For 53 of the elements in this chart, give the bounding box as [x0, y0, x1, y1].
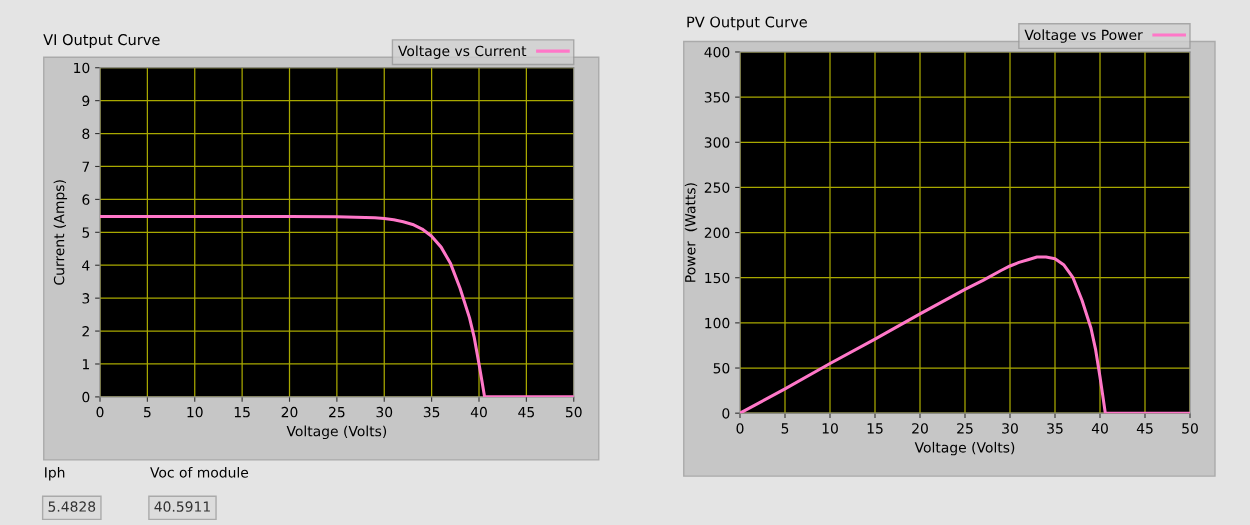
y-tick-label: 5 — [82, 227, 90, 238]
x-tick-label: 0 — [736, 423, 744, 434]
y-tick-label: 400 — [704, 46, 730, 58]
y-tick-label: 350 — [704, 92, 730, 103]
chart-title: PV Output Curve — [687, 16, 807, 31]
legend-label: Voltage vs Current — [398, 45, 527, 59]
text: Iph — [45, 466, 65, 481]
y-tick-label: 1 — [82, 359, 89, 370]
x-tick-label: 50 — [1182, 423, 1198, 434]
y-tick-label: 200 — [704, 227, 730, 239]
x-tick-label: 5 — [144, 407, 151, 418]
x-tick-label: 0 — [96, 406, 104, 418]
x-tick-label: 25 — [329, 406, 345, 418]
x-tick-label: 30 — [1002, 423, 1018, 434]
x-tick-label: 10 — [822, 423, 838, 434]
legend-label: Voltage vs Power — [1024, 29, 1143, 43]
x-axis-title: Voltage (Volts) — [286, 425, 387, 440]
y-tick-label: 150 — [705, 272, 730, 284]
y-tick-label: 3 — [82, 293, 90, 304]
x-tick-label: 40 — [470, 406, 487, 418]
x-tick-label: 35 — [423, 406, 440, 418]
x-tick-label: 50 — [565, 406, 582, 418]
y-tick-label: 0 — [82, 391, 90, 403]
y-tick-label: 6 — [82, 194, 90, 205]
x-tick-label: 20 — [912, 423, 928, 434]
x-tick-label: 30 — [376, 406, 393, 418]
y-tick-label: 2 — [82, 326, 89, 337]
y-tick-label: 8 — [82, 128, 90, 140]
y-tick-label: 9 — [82, 95, 90, 107]
chart-title: VI Output Curve — [43, 34, 160, 48]
x-tick-label: 45 — [518, 407, 534, 418]
x-axis-title: Voltage (Volts) — [914, 441, 1015, 456]
x-tick-label: 25 — [957, 423, 973, 434]
text: Voc of module — [150, 466, 249, 478]
y-axis-title: Power (Watts) — [684, 183, 698, 282]
y-tick-label: 7 — [82, 161, 90, 172]
x-tick-label: 40 — [1091, 423, 1108, 434]
y-tick-label: 10 — [74, 62, 90, 74]
x-tick-label: 10 — [187, 406, 203, 418]
x-tick-label: 15 — [234, 407, 250, 418]
y-tick-label: 100 — [705, 317, 730, 329]
y-tick-label: 4 — [82, 260, 90, 271]
y-tick-label: 250 — [704, 182, 730, 193]
y-axis-title: Current (Amps) — [53, 180, 68, 285]
text: 5.4828 — [48, 501, 96, 512]
y-tick-label: 50 — [713, 362, 730, 374]
x-tick-label: 35 — [1047, 423, 1063, 434]
x-tick-label: 15 — [867, 423, 883, 434]
text: 40.5911 — [154, 501, 210, 512]
x-tick-label: 20 — [281, 406, 298, 418]
x-tick-label: 5 — [781, 423, 789, 434]
y-tick-label: 300 — [704, 137, 730, 148]
x-tick-label: 45 — [1136, 423, 1153, 434]
